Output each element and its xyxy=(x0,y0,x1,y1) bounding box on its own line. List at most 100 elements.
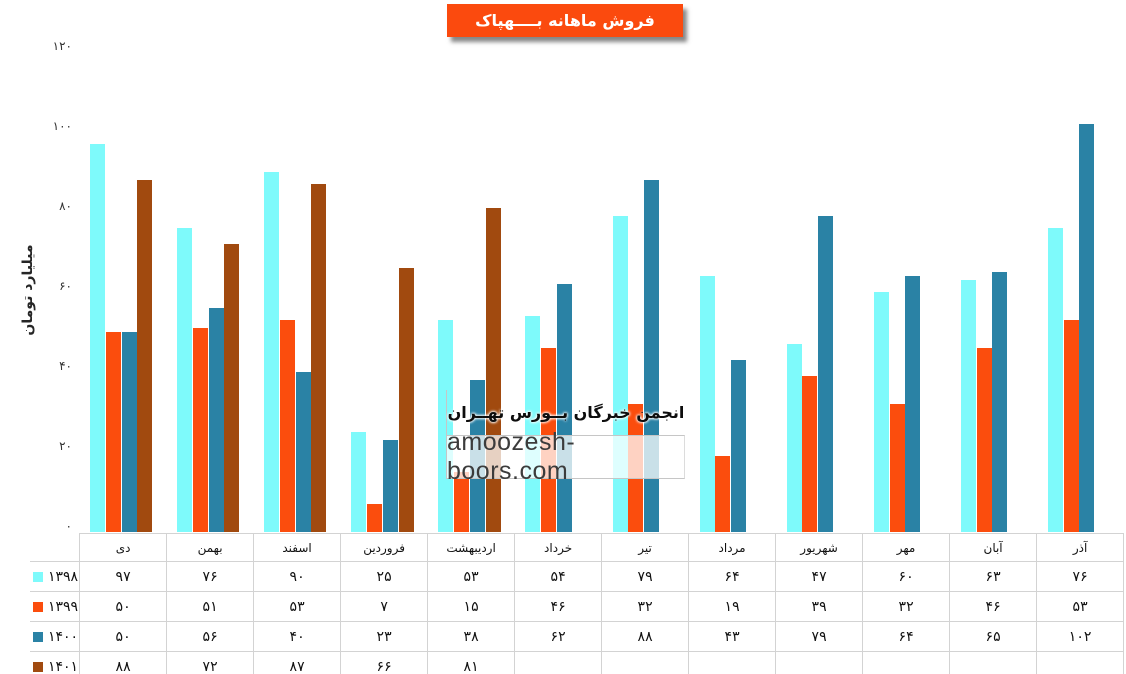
bar xyxy=(802,376,818,532)
value-cell: ۵۳ xyxy=(253,591,342,622)
value-cell: ۴۶ xyxy=(514,591,603,622)
chart-title: فروش ماهانه بــــهپاک xyxy=(475,11,655,30)
value-cell: ۶۲ xyxy=(514,621,603,652)
table-header-row: دی بهمن اسفند فروردین اردیبهشت خرداد تیر مرداد ش… xyxy=(30,533,1125,562)
value-cell: ۶۶ xyxy=(340,651,429,674)
value-cell: ۵۶ xyxy=(166,621,255,652)
value-cell: ۸۱ xyxy=(427,651,516,674)
month-header-cell: بهمن xyxy=(166,533,255,562)
bar xyxy=(1063,320,1079,532)
watermark-association-text: انجمن خبرگان بــورس تهــران xyxy=(447,403,685,422)
month-header-cell: دی xyxy=(79,533,168,562)
month-header-cell: شهریور xyxy=(775,533,864,562)
month-header-cell: اردیبهشت xyxy=(427,533,516,562)
value-cell: ۶۵ xyxy=(949,621,1038,652)
bar xyxy=(438,320,454,532)
value-cell: ۸۸ xyxy=(601,621,690,652)
y-tick-label: ۰ xyxy=(65,519,72,533)
bar xyxy=(192,328,208,532)
value-cell: ۷۶ xyxy=(1036,561,1125,592)
value-cell: ۳۲ xyxy=(601,591,690,622)
value-cell xyxy=(862,651,951,674)
bar xyxy=(731,360,747,532)
table-row: ۱۴۰۰ ۵۰ ۵۶ ۴۰ ۲۳ ۳۸ ۶۲ ۸۸ ۴۳ ۷۹ ۶۴ ۶۵ ۱۰۲ xyxy=(30,621,1125,652)
value-cell: ۹۷ xyxy=(79,561,168,592)
y-tick-label: ۱۲۰ xyxy=(52,39,72,53)
bar xyxy=(873,292,889,532)
value-cell: ۶۰ xyxy=(862,561,951,592)
legend-year-label: ۱۴۰۰ xyxy=(48,628,79,645)
legend-cell: ۱۳۹۸ xyxy=(30,561,81,592)
bar xyxy=(382,440,398,532)
bar xyxy=(715,456,731,532)
value-cell: ۵۴ xyxy=(514,561,603,592)
value-cell: ۵۱ xyxy=(166,591,255,622)
legend-year-label: ۱۳۹۹ xyxy=(48,598,79,615)
bar xyxy=(976,348,992,532)
plot-area xyxy=(77,40,1122,532)
value-cell: ۳۲ xyxy=(862,591,951,622)
month-header-cell: آذر xyxy=(1036,533,1125,562)
value-cell: ۸۸ xyxy=(79,651,168,674)
value-cell: ۷۲ xyxy=(166,651,255,674)
value-cell xyxy=(775,651,864,674)
legend-year-label: ۱۴۰۱ xyxy=(48,658,79,674)
value-cell: ۴۳ xyxy=(688,621,777,652)
legend-swatch xyxy=(33,661,43,672)
month-header-cell: مهر xyxy=(862,533,951,562)
watermark: انجمن خبرگان بــورس تهــران amoozesh-boo… xyxy=(446,390,685,485)
month-header-cell: مرداد xyxy=(688,533,777,562)
value-cell: ۸۷ xyxy=(253,651,342,674)
month-header-cell: فروردین xyxy=(340,533,429,562)
bar xyxy=(889,404,905,532)
watermark-website-text: amoozesh-boors.com xyxy=(447,428,576,485)
legend-swatch xyxy=(33,631,43,642)
y-tick-label: ۴۰ xyxy=(59,359,72,373)
value-cell: ۴۰ xyxy=(253,621,342,652)
bar xyxy=(398,268,414,532)
value-cell: ۴۶ xyxy=(949,591,1038,622)
y-tick-label: ۸۰ xyxy=(59,199,72,213)
value-cell: ۳۹ xyxy=(775,591,864,622)
value-cell: ۱۵ xyxy=(427,591,516,622)
bar xyxy=(105,332,121,532)
value-cell: ۷۹ xyxy=(775,621,864,652)
value-cell: ۶۳ xyxy=(949,561,1038,592)
month-header-cell: تیر xyxy=(601,533,690,562)
value-cell xyxy=(688,651,777,674)
value-cell: ۷۶ xyxy=(166,561,255,592)
bar xyxy=(960,280,976,532)
bar xyxy=(121,332,137,532)
month-header-cell: آبان xyxy=(949,533,1038,562)
value-cell: ۹۰ xyxy=(253,561,342,592)
watermark-website-box: amoozesh-boors.com xyxy=(447,428,685,485)
bar xyxy=(992,272,1008,532)
bar xyxy=(177,228,193,532)
table-row: ۱۴۰۱ ۸۸ ۷۲ ۸۷ ۶۶ ۸۱ xyxy=(30,651,1125,674)
value-cell: ۶۴ xyxy=(862,621,951,652)
legend-year-label: ۱۳۹۸ xyxy=(48,568,79,585)
value-cell xyxy=(1036,651,1125,674)
bar xyxy=(295,372,311,532)
value-cell: ۷ xyxy=(340,591,429,622)
bar xyxy=(454,472,470,532)
value-cell xyxy=(601,651,690,674)
legend-cell: ۱۳۹۹ xyxy=(30,591,81,622)
month-header-cell: خرداد xyxy=(514,533,603,562)
value-cell: ۱۹ xyxy=(688,591,777,622)
bar xyxy=(1079,124,1095,532)
value-cell xyxy=(949,651,1038,674)
bar xyxy=(699,276,715,532)
y-tick-label: ۱۰۰ xyxy=(52,119,72,133)
bar xyxy=(279,320,295,532)
table-row: ۱۳۹۸ ۹۷ ۷۶ ۹۰ ۲۵ ۵۳ ۵۴ ۷۹ ۶۴ ۴۷ ۶۰ ۶۳ ۷۶ xyxy=(30,561,1125,592)
bar xyxy=(786,344,802,532)
legend-swatch xyxy=(33,571,43,582)
value-cell: ۲۳ xyxy=(340,621,429,652)
value-cell: ۷۹ xyxy=(601,561,690,592)
bar xyxy=(351,432,367,532)
chart-title-banner: فروش ماهانه بــــهپاک xyxy=(447,4,683,37)
month-header-cell: اسفند xyxy=(253,533,342,562)
legend-swatch xyxy=(33,601,43,612)
value-cell: ۵۰ xyxy=(79,621,168,652)
